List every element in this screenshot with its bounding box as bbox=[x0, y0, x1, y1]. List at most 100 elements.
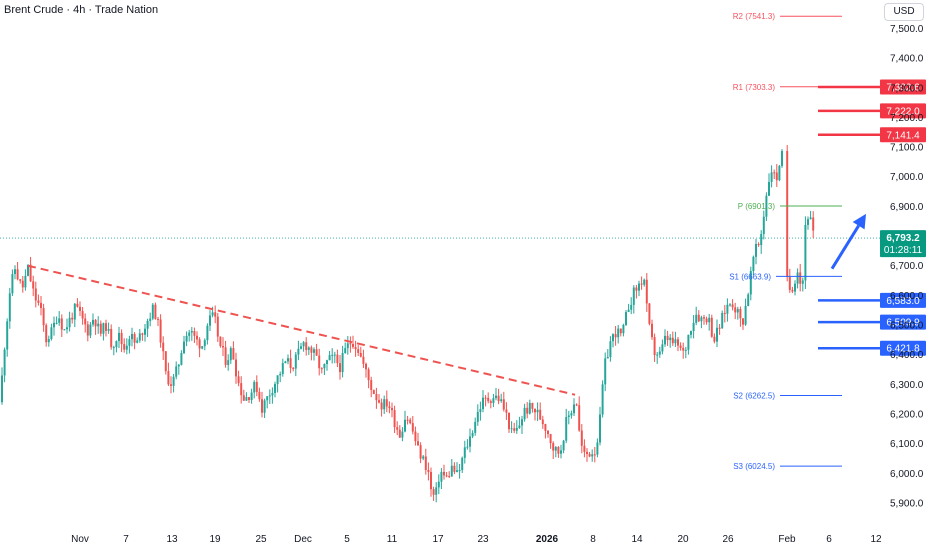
candle bbox=[14, 265, 16, 280]
y-tick-label: 6,700.0 bbox=[890, 261, 924, 272]
candle bbox=[604, 352, 607, 392]
candle-body bbox=[658, 351, 661, 355]
time-axis[interactable]: Nov 7 13 19 25 Dec 5 11 17 23 2026 8 14 20 26 Feb 6 12 bbox=[71, 534, 882, 545]
candle-body bbox=[37, 300, 40, 303]
candle-body bbox=[203, 340, 206, 347]
candle bbox=[214, 305, 217, 324]
candle bbox=[175, 361, 178, 380]
candle-body bbox=[643, 279, 646, 285]
candle bbox=[742, 318, 744, 330]
candle-body bbox=[638, 283, 640, 291]
candle-body bbox=[575, 404, 578, 406]
candle bbox=[562, 439, 565, 454]
candle bbox=[222, 337, 224, 356]
candle-body bbox=[463, 447, 466, 458]
candle-body bbox=[307, 347, 310, 350]
y-tick-label: 6,000.0 bbox=[890, 469, 924, 480]
candle-body bbox=[16, 269, 19, 280]
candle-body bbox=[544, 424, 547, 431]
pivot-label: P (6901.3) bbox=[738, 202, 776, 211]
candle-body bbox=[102, 323, 105, 334]
candle-body bbox=[242, 395, 245, 401]
candle-body bbox=[281, 363, 284, 374]
candle-body bbox=[21, 280, 24, 288]
candle bbox=[216, 312, 219, 342]
candle bbox=[144, 324, 146, 342]
candle bbox=[479, 401, 482, 421]
candle bbox=[770, 165, 773, 188]
candle bbox=[547, 429, 549, 438]
candle bbox=[47, 335, 50, 347]
candle-body bbox=[133, 333, 136, 343]
candle bbox=[354, 340, 357, 357]
projection-arrow-head[interactable] bbox=[852, 213, 866, 230]
candle-body bbox=[349, 343, 352, 345]
candle-body bbox=[528, 402, 531, 414]
candle bbox=[596, 438, 599, 458]
candle bbox=[185, 331, 188, 347]
candle bbox=[687, 334, 690, 355]
candle-body bbox=[11, 274, 14, 294]
candle bbox=[146, 318, 149, 337]
trendline[interactable] bbox=[27, 264, 576, 396]
candle bbox=[336, 349, 339, 368]
candle-body bbox=[541, 419, 544, 425]
candle bbox=[718, 324, 721, 335]
candle-body bbox=[263, 400, 266, 413]
candle-body bbox=[14, 269, 16, 275]
bar-countdown: 01:28:11 bbox=[884, 245, 923, 256]
x-tick-label: Nov bbox=[71, 534, 89, 545]
candle-body bbox=[365, 363, 367, 370]
candle bbox=[762, 210, 765, 240]
candle bbox=[268, 389, 271, 405]
candle bbox=[250, 388, 253, 404]
candle-body bbox=[437, 481, 440, 488]
candle-body bbox=[276, 375, 279, 384]
candle-body bbox=[796, 272, 799, 284]
current-price-tag[interactable] bbox=[880, 230, 926, 258]
candle-body bbox=[747, 294, 750, 306]
candle-body bbox=[120, 332, 123, 345]
candle bbox=[73, 302, 76, 328]
candle-body bbox=[640, 283, 643, 285]
projection-arrow-shaft[interactable] bbox=[830, 224, 860, 270]
candle bbox=[653, 333, 656, 362]
candle bbox=[755, 238, 757, 265]
candle bbox=[614, 326, 617, 346]
candle bbox=[510, 421, 513, 433]
candle bbox=[21, 275, 24, 293]
candle bbox=[66, 318, 68, 334]
candle-body bbox=[700, 317, 703, 322]
candle bbox=[349, 336, 352, 353]
candle bbox=[320, 367, 323, 374]
candle-body bbox=[645, 279, 648, 304]
candle-body bbox=[765, 195, 768, 217]
candle bbox=[638, 280, 640, 297]
candle-body bbox=[391, 408, 393, 411]
candle bbox=[6, 318, 9, 357]
candle bbox=[565, 408, 568, 444]
candle bbox=[346, 336, 349, 355]
currency-button[interactable]: USD bbox=[884, 3, 924, 21]
candle bbox=[744, 298, 747, 326]
candle-body bbox=[768, 181, 770, 196]
candle bbox=[713, 333, 716, 344]
price-axis[interactable]: 7,302.6 7,222.0 7,141.4 6,583.0 6,509.9 6,421… bbox=[880, 24, 926, 510]
candle bbox=[669, 334, 672, 348]
candle-body bbox=[185, 335, 188, 342]
candle-body bbox=[599, 414, 601, 443]
candle-body bbox=[536, 409, 539, 413]
candle bbox=[297, 340, 300, 361]
candle-body bbox=[619, 328, 622, 334]
candle-body bbox=[401, 431, 404, 438]
candle-body bbox=[40, 302, 42, 309]
candle-body bbox=[232, 348, 235, 360]
candle bbox=[617, 324, 620, 344]
candle-body bbox=[461, 457, 464, 471]
candle-body bbox=[86, 324, 89, 336]
candle-body bbox=[679, 345, 682, 348]
candle bbox=[196, 331, 198, 346]
candle-body bbox=[175, 366, 178, 377]
candle bbox=[700, 315, 703, 329]
